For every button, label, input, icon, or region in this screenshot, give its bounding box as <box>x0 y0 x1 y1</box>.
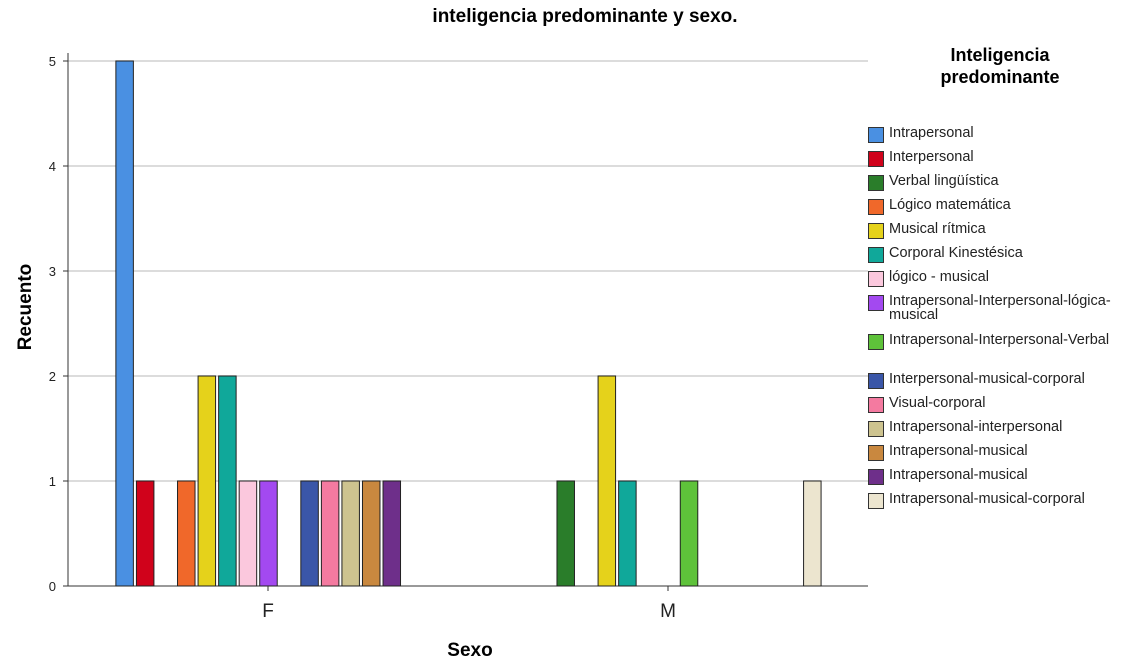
y-tick-label: 4 <box>49 159 56 174</box>
legend-swatch <box>868 271 884 287</box>
legend-label: Interpersonal-musical-corporal <box>889 371 1085 387</box>
legend-label: lógico - musical <box>889 269 989 285</box>
legend-item: Intrapersonal-musical <box>868 444 1129 461</box>
bar <box>238 480 258 587</box>
legend-swatch <box>868 223 884 239</box>
legend-item: Intrapersonal-interpersonal <box>868 420 1129 437</box>
bar <box>177 480 196 587</box>
legend-item: Interpersonal <box>868 150 1129 167</box>
legend-title-line-2: predominante <box>940 67 1060 87</box>
legend-label: Verbal lingüística <box>889 173 999 189</box>
legend-swatch <box>868 493 884 509</box>
legend-item: Intrapersonal-musical <box>868 468 1129 485</box>
legend-label: Lógico matemática <box>889 197 1011 213</box>
legend-item: Intrapersonal-musical-corporal <box>868 492 1129 509</box>
legend-label: Intrapersonal-musical <box>889 467 1028 483</box>
bar <box>300 480 319 587</box>
legend-label: Intrapersonal-Interpersonal-Verbal <box>889 332 1110 348</box>
legend-swatch <box>868 373 884 389</box>
chart-title: inteligencia predominante y sexo. <box>432 6 738 27</box>
legend-label: Intrapersonal-Interpersonal-lógica-music… <box>889 293 1111 323</box>
bar <box>197 375 217 587</box>
legend-swatch <box>868 127 884 143</box>
bar <box>618 480 637 587</box>
legend-item: Musical rítmica <box>868 222 1129 239</box>
legend-item: Verbal lingüística <box>868 174 1129 191</box>
bar <box>382 480 402 587</box>
y-tick-label: 3 <box>49 264 56 279</box>
legend-item: Intrapersonal-Interpersonal-lógica-music… <box>868 294 1129 322</box>
legend-item: Interpersonal-musical-corporal <box>868 372 1129 389</box>
bar <box>135 480 155 587</box>
legend-label: Intrapersonal-musical-corporal <box>889 491 1085 507</box>
bar <box>320 480 340 587</box>
legend-swatch <box>868 469 884 485</box>
legend-swatch <box>868 334 884 350</box>
x-tick-label: F <box>262 601 274 622</box>
legend-swatch <box>868 199 884 215</box>
bar <box>259 480 278 587</box>
legend-item: Corporal Kinestésica <box>868 246 1129 263</box>
bar <box>556 480 575 587</box>
y-axis-label: Recuento <box>15 263 36 351</box>
legend-item: Intrapersonal <box>868 126 1129 143</box>
bar <box>361 480 381 587</box>
bar <box>218 375 237 587</box>
x-axis-label: Sexo <box>447 640 493 661</box>
bar <box>679 480 699 587</box>
legend-swatch <box>868 175 884 191</box>
y-tick-label: 5 <box>49 54 56 69</box>
bar <box>115 60 134 587</box>
y-tick-label: 1 <box>49 474 56 489</box>
legend-title-line-1: Inteligencia <box>950 45 1050 65</box>
legend-item: lógico - musical <box>868 270 1129 287</box>
legend-swatch <box>868 247 884 263</box>
legend-label: Corporal Kinestésica <box>889 245 1023 261</box>
legend-label: Intrapersonal-interpersonal <box>889 419 1063 435</box>
legend-label: Intrapersonal-musical <box>889 443 1028 459</box>
legend-label: Musical rítmica <box>889 221 986 237</box>
legend-swatch <box>868 397 884 413</box>
x-tick-label: M <box>660 601 676 622</box>
legend-item: Lógico matemática <box>868 198 1129 215</box>
bar <box>803 480 822 587</box>
legend-swatch <box>868 421 884 437</box>
legend-title: Inteligencia predominante <box>875 44 1125 88</box>
legend-label: Intrapersonal <box>889 125 974 141</box>
legend-item: Intrapersonal-Interpersonal-Verbal <box>868 333 1129 350</box>
legend-swatch <box>868 151 884 167</box>
legend-item: Visual-corporal <box>868 396 1129 413</box>
y-tick-label: 2 <box>49 369 56 384</box>
legend-label: Interpersonal <box>889 149 974 165</box>
legend-swatch <box>868 445 884 461</box>
y-tick-label: 0 <box>49 579 56 594</box>
bar <box>341 480 360 587</box>
legend-swatch <box>868 295 884 311</box>
bar <box>597 375 617 587</box>
legend-label: Visual-corporal <box>889 395 986 411</box>
